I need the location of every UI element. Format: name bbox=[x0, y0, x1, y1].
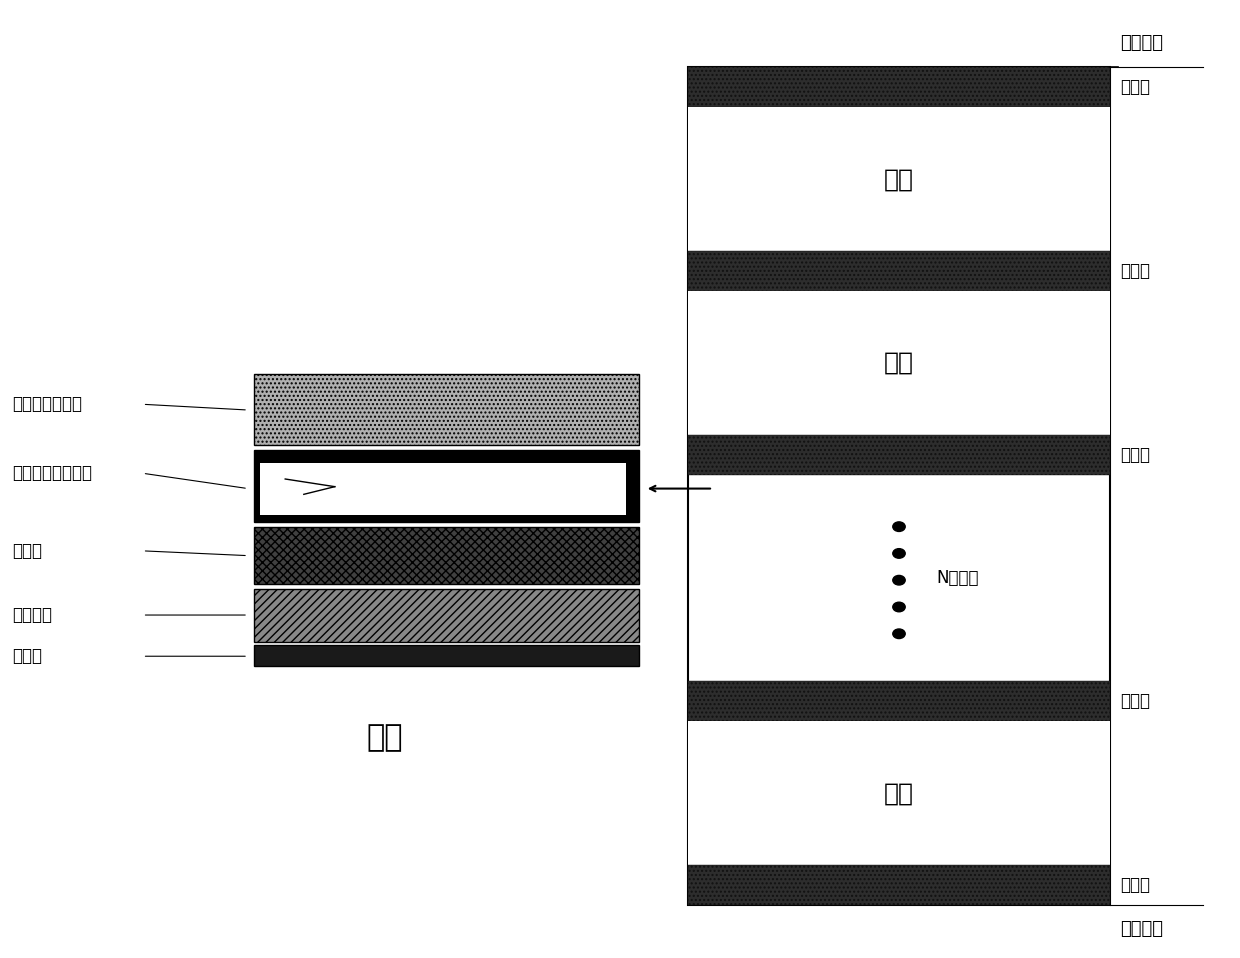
Circle shape bbox=[893, 576, 905, 585]
Bar bbox=[688, 67, 1110, 905]
Bar bbox=[254, 645, 639, 666]
Text: 单体: 单体 bbox=[884, 167, 914, 192]
Bar bbox=[688, 721, 1110, 865]
Bar bbox=[260, 463, 626, 515]
Text: 单体: 单体 bbox=[884, 781, 914, 806]
Text: 加热片: 加热片 bbox=[1120, 693, 1149, 710]
Text: 单体: 单体 bbox=[366, 723, 403, 752]
Text: 正极引出: 正极引出 bbox=[1120, 34, 1163, 52]
Circle shape bbox=[893, 549, 905, 559]
Text: N个单体: N个单体 bbox=[936, 569, 978, 587]
Circle shape bbox=[893, 629, 905, 639]
Bar bbox=[688, 681, 1110, 721]
Bar bbox=[688, 107, 1110, 251]
Bar bbox=[688, 251, 1110, 291]
Bar bbox=[688, 67, 1110, 107]
Text: 加热片: 加热片 bbox=[1120, 446, 1149, 464]
Text: 集流片: 集流片 bbox=[12, 648, 42, 665]
Text: 负极引出: 负极引出 bbox=[1120, 921, 1163, 938]
Bar bbox=[254, 450, 639, 522]
Bar bbox=[254, 374, 639, 445]
Text: 石绵布: 石绵布 bbox=[12, 542, 42, 559]
Text: 穱金属卤化物隔膜: 穱金属卤化物隔膜 bbox=[12, 465, 93, 482]
Circle shape bbox=[893, 603, 905, 612]
Text: 加热片: 加热片 bbox=[1120, 79, 1149, 96]
Text: 二硫化錨（馒）: 二硫化錨（馒） bbox=[12, 396, 82, 413]
Bar bbox=[254, 589, 639, 642]
Bar bbox=[688, 291, 1110, 435]
Text: 加热片: 加热片 bbox=[1120, 262, 1149, 280]
Bar bbox=[688, 865, 1110, 905]
Text: 锂硷合金: 锂硷合金 bbox=[12, 606, 52, 624]
Text: 加热片: 加热片 bbox=[1120, 877, 1149, 894]
Text: 单体: 单体 bbox=[884, 351, 914, 376]
Bar bbox=[254, 527, 639, 584]
Bar bbox=[688, 435, 1110, 475]
Circle shape bbox=[893, 522, 905, 532]
